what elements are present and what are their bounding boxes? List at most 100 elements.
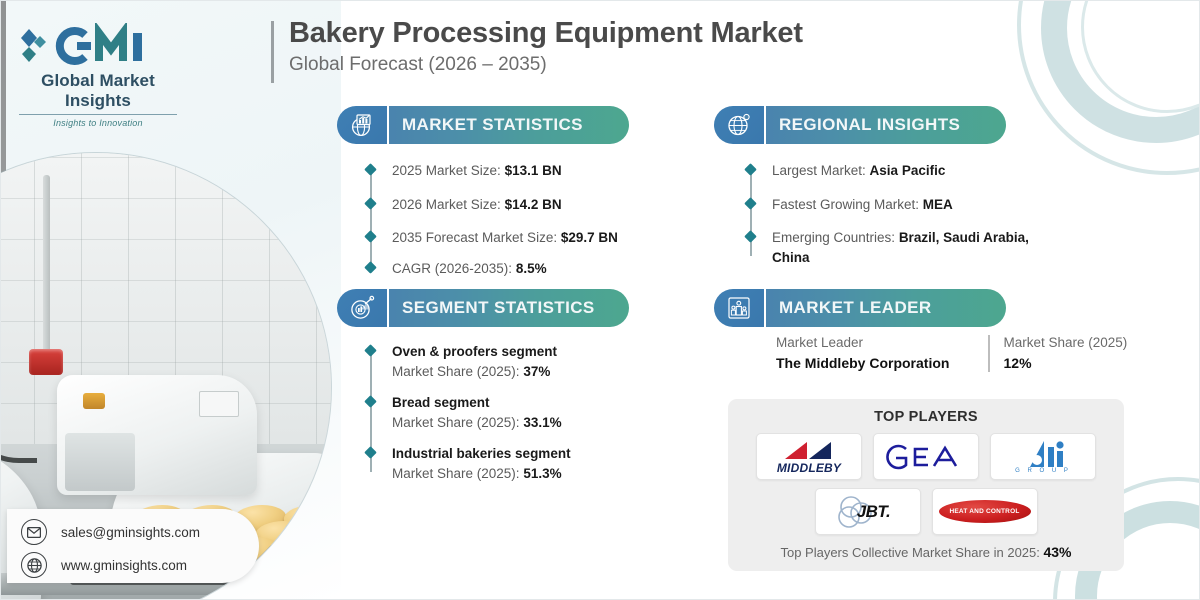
timeline-line <box>370 351 372 473</box>
segment-label: Market Share (2025): <box>392 363 524 379</box>
collective-share-label: Top Players Collective Market Share in 2… <box>780 545 1044 560</box>
player-logo-middleby[interactable]: MIDDLEBY <box>756 433 862 480</box>
list-item: Emerging Countries: Brazil, Saudi Arabia… <box>744 228 1045 267</box>
segment-value: 51.3% <box>523 465 562 481</box>
top-players-footer: Top Players Collective Market Share in 2… <box>728 544 1124 560</box>
player-logo-ali-group[interactable]: G R O U P <box>990 433 1096 480</box>
timeline-line <box>750 170 752 257</box>
timeline-marker-icon <box>364 196 377 210</box>
page-title-block: Bakery Processing Equipment Market Globa… <box>271 17 931 83</box>
market-statistics-list: 2025 Market Size: $13.1 BN 2026 Market S… <box>364 161 685 279</box>
logo-tagline: Insights to Innovation <box>53 118 143 128</box>
gmi-logo: Global Market Insights Insights to Innov… <box>13 23 183 128</box>
envelope-icon <box>21 519 47 545</box>
market-leader-caption: Market Leader <box>776 335 864 350</box>
regional-insights-list: Largest Market: Asia Pacific Fastest Gro… <box>744 161 1105 267</box>
player-logo-text: MIDDLEBY <box>776 460 842 475</box>
player-logo-text: JBT. <box>856 501 891 521</box>
section-title-segment-statistics: SEGMENT STATISTICS <box>402 298 595 317</box>
gmi-logo-mark <box>21 23 142 65</box>
stat-value: 8.5% <box>515 260 547 276</box>
stat-value: $29.7 BN <box>560 230 618 246</box>
segment-label: Market Share (2025): <box>392 414 524 430</box>
list-item: CAGR (2026-2035): 8.5% <box>364 259 685 279</box>
page-subtitle: Global Forecast (2026 – 2035) <box>289 54 547 76</box>
heat-control-oval: HEAT AND CONTROL <box>938 500 1031 523</box>
section-header-segment-statistics: SEGMENT STATISTICS <box>337 289 629 327</box>
market-share-caption: Market Share (2025) <box>1003 335 1128 350</box>
collective-share-value: 43% <box>1043 544 1072 560</box>
player-logo-gea[interactable] <box>873 433 979 480</box>
decor-ring-top-right-thick <box>1041 1 1199 143</box>
pie-chart-target-icon <box>337 289 389 327</box>
market-leader-share-block: Market Share (2025) 12% <box>1004 333 1128 374</box>
timeline-marker-icon <box>744 230 757 243</box>
stat-label: 2026 Market Size: <box>392 196 505 212</box>
list-item: 2035 Forecast Market Size: $29.7 BN <box>364 228 685 248</box>
region-label: Emerging Countries: <box>772 230 899 246</box>
timeline-marker-icon <box>364 395 377 408</box>
section-pill-regional-insights: REGIONAL INSIGHTS <box>764 106 1006 144</box>
logo-divider <box>19 114 177 115</box>
segment-value: 37% <box>523 363 551 379</box>
section-title-market-statistics: MARKET STATISTICS <box>402 115 583 134</box>
section-title-regional-insights: REGIONAL INSIGHTS <box>779 115 961 134</box>
market-leader-divider <box>988 335 990 372</box>
list-item: Bread segment Market Share (2025): 33.1% <box>364 393 685 432</box>
timeline-marker-icon <box>364 260 377 274</box>
segment-label: Market Share (2025): <box>392 465 524 481</box>
segment-statistics-list: Oven & proofers segment Market Share (20… <box>364 342 685 483</box>
top-players-panel: TOP PLAYERS MIDDLEBY <box>728 399 1124 571</box>
market-share-value: 12% <box>1003 355 1032 372</box>
player-logo-heat-and-control[interactable]: HEAT AND CONTROL <box>931 488 1038 535</box>
timeline-marker-icon <box>364 344 377 357</box>
section-header-market-leader: MARKET LEADER <box>714 289 1006 327</box>
decor-ring-top-right-outer <box>1017 1 1199 175</box>
list-item: Oven & proofers segment Market Share (20… <box>364 342 685 381</box>
region-value: MEA <box>922 196 953 212</box>
stat-value: $14.2 BN <box>504 196 562 212</box>
timeline-marker-icon <box>364 446 377 460</box>
market-leader-details: Market Leader The Middleby Corporation M… <box>776 333 1127 374</box>
top-players-row-1: MIDDLEBY <box>728 433 1124 480</box>
segment-title: Oven & proofers segment <box>392 344 558 359</box>
gea-logo-mark <box>886 444 958 469</box>
region-label: Largest Market: <box>772 163 870 178</box>
contact-website-row[interactable]: www.gminsights.com <box>21 552 259 578</box>
section-header-regional-insights: REGIONAL INSIGHTS <box>714 106 1006 144</box>
list-item: 2025 Market Size: $13.1 BN <box>364 161 685 181</box>
stat-label: CAGR (2026-2035): <box>392 260 516 276</box>
timeline-line <box>370 170 372 268</box>
decor-ring-top-right-inner <box>1081 1 1199 113</box>
contact-email-row[interactable]: sales@gminsights.com <box>21 519 259 545</box>
section-pill-segment-statistics: SEGMENT STATISTICS <box>387 289 629 327</box>
segment-title: Bread segment <box>392 395 490 411</box>
list-item: Largest Market: Asia Pacific <box>744 161 1105 181</box>
podium-icon <box>714 289 766 327</box>
stat-value: $13.1 BN <box>504 163 562 178</box>
logo-company-name: Global Market Insights <box>41 71 155 110</box>
page-title: Bakery Processing Equipment Market <box>289 17 803 49</box>
player-logo-text: HEAT AND CONTROL <box>949 508 1020 515</box>
stat-label: 2025 Market Size: <box>392 163 505 178</box>
list-item: Industrial bakeries segment Market Share… <box>364 444 685 483</box>
contact-footer: sales@gminsights.com www.gminsights.com <box>7 509 259 583</box>
section-title-market-leader: MARKET LEADER <box>779 298 932 317</box>
timeline-marker-icon <box>364 230 377 243</box>
section-header-market-statistics: MARKET STATISTICS <box>337 106 629 144</box>
player-logo-jbt[interactable]: JBT. <box>814 488 921 535</box>
list-item: 2026 Market Size: $14.2 BN <box>364 195 685 215</box>
player-logo-subtext: G R O U P <box>1015 467 1071 474</box>
segment-title: Industrial bakeries segment <box>392 446 571 462</box>
stat-label: 2035 Forecast Market Size: <box>392 230 561 246</box>
contact-email: sales@gminsights.com <box>61 524 201 540</box>
region-value: Asia Pacific <box>869 163 946 178</box>
section-pill-market-statistics: MARKET STATISTICS <box>387 106 629 144</box>
list-item: Fastest Growing Market: MEA <box>744 195 1105 215</box>
timeline-marker-icon <box>744 196 757 210</box>
region-label: Fastest Growing Market: <box>772 196 923 212</box>
contact-website: www.gminsights.com <box>61 557 188 573</box>
globe-chart-icon <box>337 106 389 144</box>
market-leader-value: The Middleby Corporation <box>776 355 950 372</box>
